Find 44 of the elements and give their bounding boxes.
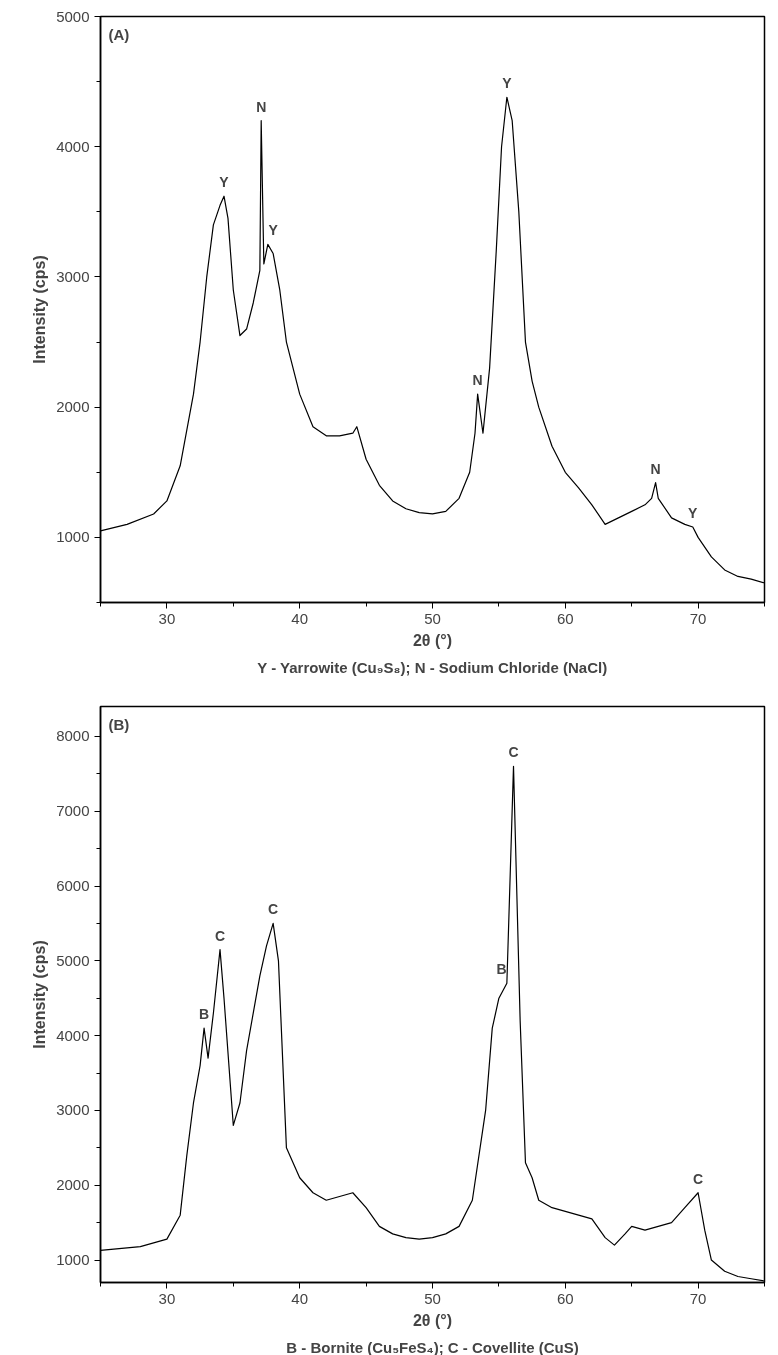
y-tick-label: 3000 xyxy=(56,267,90,285)
x-axis-title: 2θ (°) xyxy=(412,1311,453,1329)
text: (A) xyxy=(108,25,130,43)
y-tick-label: 1000 xyxy=(56,1251,90,1269)
y-tick-label: 2000 xyxy=(56,398,90,416)
text: B - Bornite (Cu₅FeS₄); C - Covellite (CuS) xyxy=(286,1338,579,1355)
annotation: N xyxy=(256,98,267,115)
annotation: Y xyxy=(219,174,230,191)
annotation: B xyxy=(496,961,507,978)
y-tick-label: 2000 xyxy=(56,1176,90,1194)
x-tick-label: 60 xyxy=(556,609,574,627)
y-tick-label: 6000 xyxy=(56,877,90,895)
annotation: C xyxy=(214,927,226,944)
annotation: C xyxy=(693,1170,704,1187)
annotation: Y xyxy=(688,504,699,521)
y-tick-label: 8000 xyxy=(56,727,90,745)
x-axis-title: 2θ (°) xyxy=(412,631,453,649)
text: (B) xyxy=(108,715,130,733)
y-tick-label: 1000 xyxy=(56,528,90,546)
x-tick-label: 50 xyxy=(424,609,441,627)
annotation: Y xyxy=(502,75,513,92)
annotation: N xyxy=(650,460,661,477)
y-tick-label: 4000 xyxy=(56,1026,90,1044)
annotation: N xyxy=(472,372,483,389)
annotation: C xyxy=(508,744,519,761)
x-tick-label: 70 xyxy=(689,609,707,627)
x-tick-label: 40 xyxy=(291,609,309,627)
y-tick-label: 5000 xyxy=(56,7,90,25)
x-tick-label: 30 xyxy=(158,609,176,627)
annotation: Y xyxy=(268,222,279,239)
x-tick-label: 50 xyxy=(424,1289,441,1307)
y-tick-label: 3000 xyxy=(56,1101,90,1119)
y-tick-label: 7000 xyxy=(56,802,90,820)
x-tick-label: 40 xyxy=(291,1289,309,1307)
x-tick-label: 60 xyxy=(556,1289,574,1307)
y-axis-title: Intensity (cps) xyxy=(31,940,49,1049)
annotation: C xyxy=(268,901,279,918)
y-tick-label: 4000 xyxy=(56,137,90,155)
text: Y - Yarrowite (Cu₉S₈); N - Sodium Chloride (NaCl) xyxy=(257,658,608,676)
annotation: B xyxy=(199,1006,210,1023)
y-axis-title: Intensity (cps) xyxy=(31,255,49,364)
y-tick-label: 5000 xyxy=(56,951,90,969)
x-tick-label: 70 xyxy=(689,1289,707,1307)
x-tick-label: 30 xyxy=(158,1289,176,1307)
